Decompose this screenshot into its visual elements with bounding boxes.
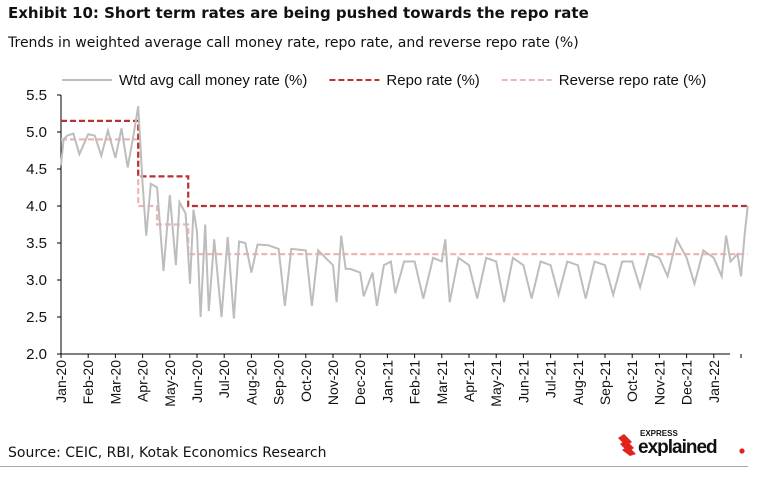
- source-note: Source: CEIC, RBI, Kotak Economics Resea…: [8, 445, 327, 461]
- x-tick-label: Aug-20: [243, 360, 259, 405]
- x-tick-label: Mar-21: [434, 360, 450, 405]
- legend-label-0: Wtd avg call money rate (%): [119, 72, 307, 89]
- y-tick-label: 5.0: [26, 124, 47, 141]
- x-tick-label: Sep-21: [597, 360, 613, 405]
- chart-subtitle: Trends in weighted average call money ra…: [8, 35, 579, 51]
- divider: [0, 466, 748, 467]
- x-tick-label: Sep-20: [271, 360, 287, 405]
- y-tick-label: 4.5: [26, 161, 47, 178]
- x-tick-label: Jan-20: [53, 360, 69, 403]
- y-tick-label: 2.5: [26, 309, 47, 326]
- x-tick-label: Feb-20: [80, 360, 96, 405]
- x-tick-label: Mar-20: [107, 360, 123, 405]
- x-tick-label: Jul-21: [543, 360, 559, 398]
- series-line-2: [61, 138, 748, 256]
- x-tick-label: Feb-21: [407, 360, 423, 405]
- svg-text:explained: explained: [638, 437, 717, 456]
- x-tick-label: Jun-20: [189, 360, 205, 403]
- legend-label-1: Repo rate (%): [386, 72, 479, 89]
- x-tick-label: Dec-20: [352, 360, 368, 405]
- chart-title: Exhibit 10: Short term rates are being p…: [8, 4, 589, 22]
- y-tick-label: 4.0: [26, 198, 47, 215]
- express-explained-logo: EXPRESS explained: [618, 429, 745, 456]
- y-tick-label: 2.0: [26, 346, 47, 363]
- x-tick-label: Oct-21: [624, 360, 640, 402]
- x-tick-label: Dec-21: [679, 360, 695, 405]
- svg-text:EXPRESS: EXPRESS: [640, 429, 678, 438]
- y-tick-label: 5.5: [26, 87, 47, 104]
- series-line-0: [60, 105, 749, 319]
- x-tick-label: Apr-20: [135, 360, 151, 402]
- x-tick-label: May-21: [488, 360, 504, 407]
- x-tick-label: Jun-21: [515, 360, 531, 403]
- line-chart: 2.0 2.5 3.0 3.5 4.0 4.5 5.0 5.5 Jan-20 Feb-20 Mar-…: [26, 72, 749, 407]
- x-tick-label: May-20: [162, 360, 178, 407]
- x-tick-label: Nov-20: [325, 360, 341, 405]
- series-line-1: [61, 119, 748, 208]
- x-tick-label: Oct-20: [298, 360, 314, 402]
- x-tick-label: Apr-21: [461, 360, 477, 402]
- y-tick-label: 3.0: [26, 272, 47, 289]
- y-tick-label: 3.5: [26, 235, 47, 252]
- x-tick-label: Jul-20: [216, 360, 232, 398]
- x-tick-label: Jan-22: [706, 360, 722, 403]
- x-tick-label: Nov-21: [651, 360, 667, 405]
- legend-label-2: Reverse repo rate (%): [559, 72, 707, 89]
- x-tick-label: Jan-21: [379, 360, 395, 403]
- x-tick-label: Aug-21: [570, 360, 586, 405]
